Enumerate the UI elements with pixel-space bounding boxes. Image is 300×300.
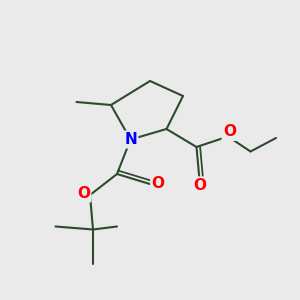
Text: O: O <box>223 124 236 140</box>
Text: N: N <box>124 132 137 147</box>
Text: O: O <box>152 176 165 190</box>
Text: O: O <box>77 186 90 201</box>
Text: O: O <box>193 178 206 193</box>
